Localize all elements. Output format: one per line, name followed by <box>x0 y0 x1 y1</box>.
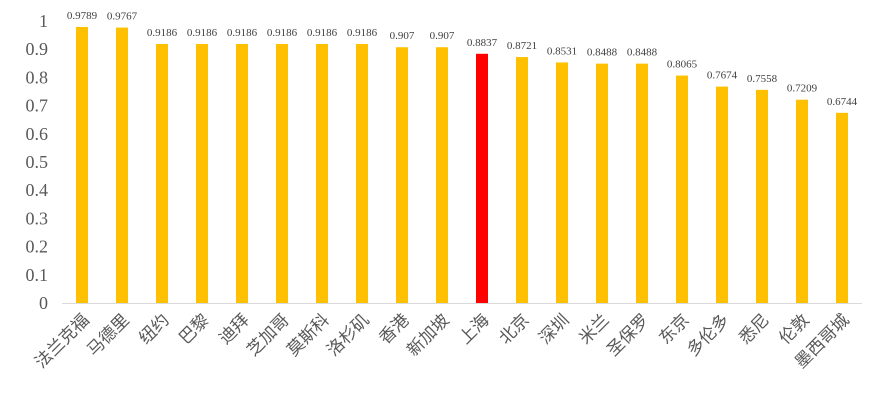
bar <box>316 43 328 303</box>
x-tick-label: 悉尼 <box>735 310 773 348</box>
bar <box>356 43 368 303</box>
data-label: 0.9186 <box>267 27 298 39</box>
x-tick-label: 莫斯科 <box>283 310 333 360</box>
data-labels: 0.9789 0.9767 0.9186 0.9186 0.9186 0.9186 0.91… <box>67 10 858 108</box>
y-tick-label: 0.3 <box>26 208 49 228</box>
y-axis: 0 0.1 0.2 0.3 0.4 0.5 0.6 0.7 0.8 0.9 1 <box>26 11 49 313</box>
bar <box>836 112 848 303</box>
bar <box>196 43 208 303</box>
data-label: 0.8488 <box>587 47 618 59</box>
data-label: 0.907 <box>390 30 415 42</box>
data-label: 0.6744 <box>827 96 858 108</box>
bar <box>756 89 768 303</box>
x-tick-label: 巴黎 <box>175 310 213 348</box>
data-label: 0.9186 <box>307 27 338 39</box>
bar <box>676 75 688 303</box>
bar <box>236 43 248 303</box>
data-label: 0.9186 <box>227 27 258 39</box>
x-tick-label: 纽约 <box>135 310 173 348</box>
x-tick-label: 马德里 <box>83 310 133 360</box>
bar <box>276 43 288 303</box>
data-label: 0.9789 <box>67 10 98 22</box>
bar <box>556 62 568 304</box>
x-tick-label: 洛杉矶 <box>323 310 373 360</box>
x-tick-label: 北京 <box>495 310 533 348</box>
data-label: 0.9186 <box>347 27 378 39</box>
bar-highlight <box>476 53 488 303</box>
bars <box>76 26 848 304</box>
y-tick-label: 0.8 <box>26 67 49 87</box>
bar <box>76 26 88 304</box>
bar <box>116 27 128 304</box>
y-tick-label: 1 <box>39 11 48 31</box>
data-label: 0.8488 <box>627 47 658 59</box>
y-tick-label: 0 <box>39 293 48 313</box>
data-label: 0.7558 <box>747 73 778 85</box>
y-tick-label: 0.4 <box>26 180 49 200</box>
y-tick-label: 0.2 <box>26 237 49 257</box>
data-label: 0.907 <box>430 30 455 42</box>
y-tick-label: 0.5 <box>26 152 49 172</box>
x-tick-label: 多伦多 <box>683 310 733 360</box>
data-label: 0.8065 <box>667 59 698 71</box>
data-label: 0.8721 <box>507 40 537 52</box>
bar <box>796 99 808 303</box>
x-tick-label: 芝加哥 <box>243 310 293 360</box>
y-tick-label: 0.6 <box>26 124 49 144</box>
data-label: 0.8531 <box>547 45 577 57</box>
y-tick-label: 0.7 <box>26 96 49 116</box>
data-label: 0.7674 <box>707 70 738 82</box>
x-tick-label: 圣保罗 <box>603 310 653 360</box>
data-label: 0.7209 <box>787 83 818 95</box>
bar <box>596 63 608 304</box>
x-tick-label: 深圳 <box>535 310 573 348</box>
data-label: 0.9767 <box>107 11 138 23</box>
x-tick-label: 法兰克福 <box>31 310 93 372</box>
bar <box>396 47 408 304</box>
bar <box>716 86 728 303</box>
y-tick-label: 0.9 <box>26 39 49 59</box>
data-label: 0.8837 <box>467 37 498 49</box>
data-label: 0.9186 <box>147 27 178 39</box>
bar <box>636 63 648 304</box>
data-label: 0.9186 <box>187 27 218 39</box>
y-tick-label: 0.1 <box>26 265 49 285</box>
bar <box>436 47 448 304</box>
bar <box>516 57 528 304</box>
x-tick-label: 新加坡 <box>403 310 453 360</box>
x-tick-label: 上海 <box>455 310 493 348</box>
bar <box>156 43 168 303</box>
